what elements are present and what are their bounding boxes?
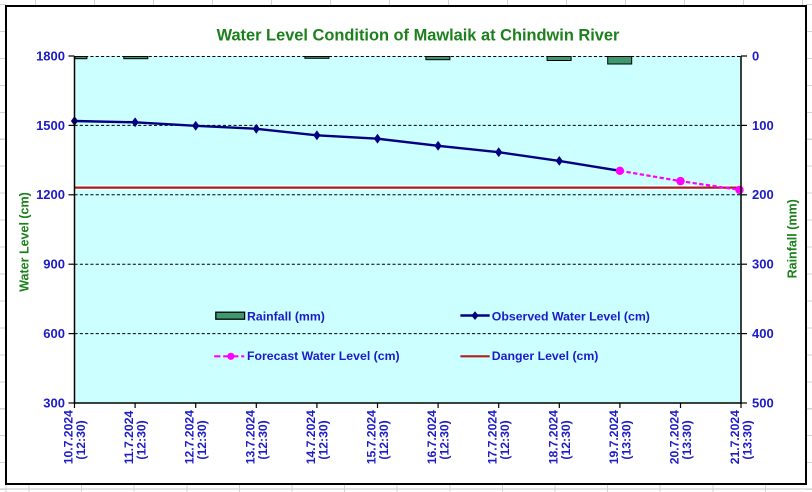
- svg-text:Rainfall (mm): Rainfall (mm): [786, 199, 800, 278]
- svg-text:13.7.2024: 13.7.2024: [243, 410, 257, 464]
- svg-text:Water Level (cm): Water Level (cm): [18, 192, 32, 292]
- svg-text:15.7.2024: 15.7.2024: [365, 410, 379, 464]
- svg-text:0: 0: [752, 48, 759, 63]
- svg-text:600: 600: [43, 326, 65, 341]
- svg-text:100: 100: [752, 118, 774, 133]
- svg-text:12.7.2024: 12.7.2024: [183, 410, 197, 464]
- svg-text:(12:30): (12:30): [256, 420, 270, 459]
- svg-text:20.7.2024: 20.7.2024: [668, 410, 682, 464]
- svg-text:(13:30): (13:30): [619, 420, 633, 459]
- svg-text:(12:30): (12:30): [498, 420, 512, 459]
- svg-text:(12:30): (12:30): [195, 420, 209, 459]
- svg-text:(12:30): (12:30): [438, 420, 452, 459]
- svg-text:(12:30): (12:30): [135, 420, 149, 459]
- svg-text:Observed Water Level (cm): Observed Water Level (cm): [492, 309, 650, 323]
- svg-text:21.7.2024: 21.7.2024: [728, 410, 742, 464]
- svg-text:(12:30): (12:30): [377, 420, 391, 459]
- svg-text:500: 500: [752, 395, 774, 410]
- svg-text:14.7.2024: 14.7.2024: [304, 410, 318, 464]
- svg-text:Forecast Water Level (cm): Forecast Water Level (cm): [247, 349, 400, 363]
- svg-text:(12:30): (12:30): [559, 420, 573, 459]
- svg-text:Water Level Condition of Mawla: Water Level Condition of Mawlaik at Chin…: [217, 27, 620, 45]
- svg-text:Rainfall (mm): Rainfall (mm): [247, 309, 325, 323]
- svg-text:200: 200: [752, 187, 774, 202]
- svg-text:10.7.2024: 10.7.2024: [62, 410, 76, 464]
- svg-text:300: 300: [43, 395, 65, 410]
- svg-text:900: 900: [43, 257, 65, 272]
- svg-text:300: 300: [752, 257, 774, 272]
- svg-text:1800: 1800: [36, 48, 65, 63]
- svg-text:(13:30): (13:30): [680, 420, 694, 459]
- svg-text:1200: 1200: [36, 187, 65, 202]
- svg-text:(13:30): (13:30): [741, 420, 755, 459]
- svg-text:(12:30): (12:30): [74, 420, 88, 459]
- svg-text:18.7.2024: 18.7.2024: [546, 410, 560, 464]
- svg-text:11.7.2024: 11.7.2024: [122, 411, 136, 465]
- svg-text:17.7.2024: 17.7.2024: [486, 410, 500, 464]
- svg-text:19.7.2024: 19.7.2024: [607, 410, 621, 464]
- svg-text:400: 400: [752, 326, 774, 341]
- svg-text:Danger Level (cm): Danger Level (cm): [492, 349, 599, 363]
- svg-text:16.7.2024: 16.7.2024: [425, 410, 439, 464]
- svg-text:(12:30): (12:30): [316, 420, 330, 459]
- svg-text:1500: 1500: [36, 118, 65, 133]
